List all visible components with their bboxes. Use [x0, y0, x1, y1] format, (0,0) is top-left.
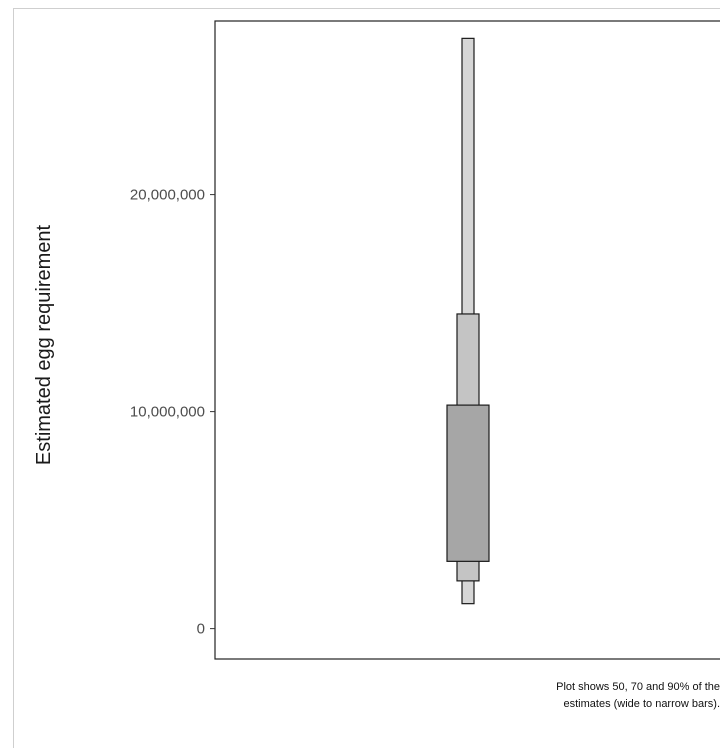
interval-bar-50pct: [447, 405, 489, 561]
y-axis-title: Estimated egg requirement: [33, 225, 55, 466]
interval-chart: 0 10,000,000 20,000,000 Estimated egg requ…: [0, 0, 720, 722]
y-tick-label: 20,000,000: [130, 187, 205, 204]
y-tick-label: 10,000,000: [130, 404, 205, 421]
caption-line-1: Plot shows 50, 70 and 90% of the: [556, 681, 720, 693]
y-axis-ticks: 0 10,000,000 20,000,000: [130, 187, 215, 638]
caption-line-2: estimates (wide to narrow bars).: [564, 698, 720, 710]
y-tick-label: 0: [197, 621, 205, 638]
